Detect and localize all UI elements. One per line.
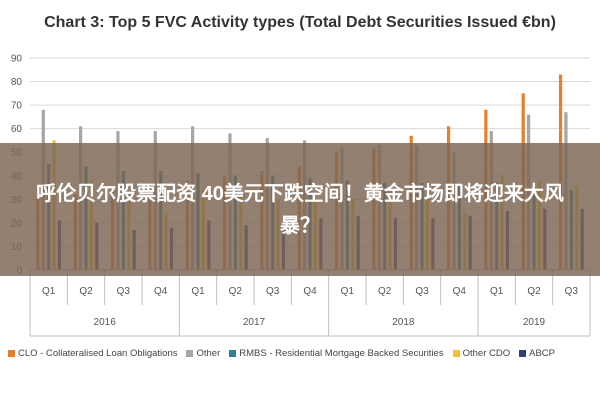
x-tick-label: Q2 [378,286,392,297]
legend-item: Other [186,348,220,359]
x-tick-label: Q1 [341,286,355,297]
banner-text: 呼伦贝尔股票配资 40美元下跌空间！黄金市场即将迎来大风暴？ [36,182,564,237]
x-tick-label: Q3 [266,286,280,297]
legend-label: RMBS - Residential Mortgage Backed Secur… [239,348,444,359]
legend-item: ABCP [519,348,555,359]
overlay-banner: 呼伦贝尔股票配资 40美元下跌空间！黄金市场即将迎来大风暴？ [0,143,600,276]
legend-label: Other [196,348,221,359]
chart-legend: CLO - Collateralised Loan Obligations Oth… [8,348,600,359]
legend-label: ABCP [529,348,555,359]
x-tick-label: Q3 [415,286,429,297]
x-tick-label: Q3 [565,286,579,297]
x-tick-label: Q1 [191,286,205,297]
y-tick-label: 90 [11,54,23,65]
year-label: 2018 [392,317,415,328]
x-tick-label: Q3 [117,286,131,297]
x-axis-ticks: Q1 Q2 Q3 Q4 Q1 Q2 Q3 Q4 Q1 Q2 Q3 Q4 Q1 Q2 Q3 2016 2017 20… [29,269,591,337]
legend-swatch [452,350,460,357]
x-tick-label: Q1 [42,286,56,297]
year-label: 2019 [523,317,546,328]
x-tick-label: Q4 [453,286,467,297]
x-tick-label: Q2 [79,286,93,297]
legend-item: RMBS - Residential Mortgage Backed Secur… [229,348,444,359]
y-tick-label: 60 [11,124,23,135]
y-tick-label: 70 [11,101,23,112]
x-tick-label: Q4 [303,286,317,297]
legend-swatch [519,350,527,357]
year-label: 2017 [243,317,266,328]
x-tick-label: Q2 [527,286,541,297]
x-tick-label: Q4 [154,286,168,297]
legend-item: CLO - Collateralised Loan Obligations [8,348,177,359]
y-tick-label: 80 [11,77,23,88]
legend-label: Other CDO [462,348,511,359]
year-label: 2016 [94,317,117,328]
x-tick-label: Q2 [229,286,243,297]
legend-item: Other CDO [452,348,511,359]
chart-title: Chart 3: Top 5 FVC Activity types (Total… [44,14,556,31]
legend-swatch [8,350,15,357]
legend-swatch [229,350,237,357]
legend-swatch [186,350,194,357]
legend-label: CLO - Collateralised Loan Obligations [18,348,178,359]
x-tick-label: Q1 [490,286,504,297]
